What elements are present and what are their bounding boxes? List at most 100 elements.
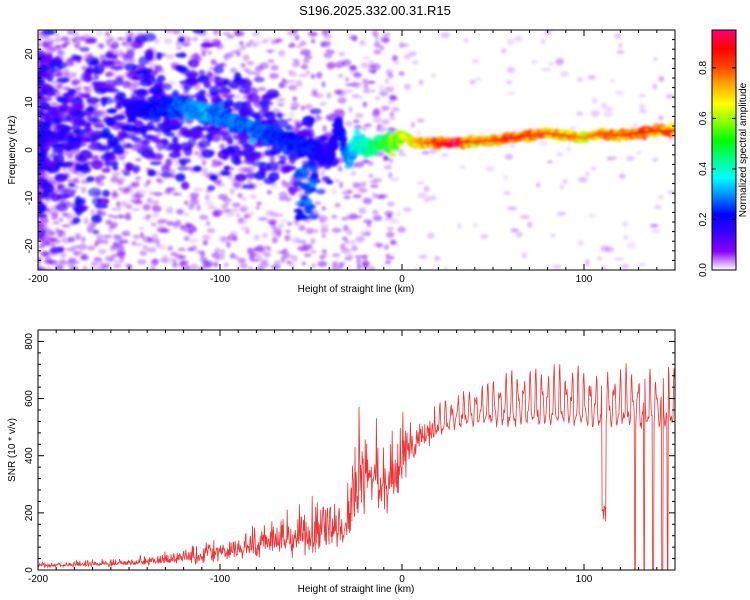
spectrogram-cell (382, 32, 391, 37)
spectrogram-cell (120, 239, 129, 244)
spectrogram-cell (520, 215, 530, 219)
spectrogram-cell (179, 67, 190, 74)
spectrogram-cell (58, 259, 68, 266)
spectrogram-cell (201, 51, 207, 57)
spectrogram-cell (166, 221, 176, 226)
spectrogram-cell (323, 52, 333, 59)
spectrogram-cell (97, 248, 107, 255)
spectrogram-cell (270, 64, 279, 71)
spectrogram-cell (427, 232, 435, 239)
spectrogram-cell (412, 267, 421, 270)
spectrogram-cell (66, 57, 74, 63)
spectrogram-cell (207, 228, 216, 234)
spectrogram-cell (49, 246, 64, 254)
spectrogram-cell (112, 165, 119, 171)
spectrogram-cell (321, 81, 326, 88)
spectrogram-cell (97, 43, 104, 49)
spectrogram-cell (127, 185, 132, 191)
spectrogram-blobs (38, 30, 675, 270)
spectrogram-cell (463, 38, 468, 43)
spectrogram-frame (37, 29, 676, 271)
spectrogram-cell (506, 39, 515, 45)
spectrogram-cell (218, 235, 226, 242)
spectrogram-cell (222, 94, 235, 99)
spectrogram-cell (500, 48, 507, 54)
spectrogram-cell (222, 208, 229, 213)
spectrogram-cell (138, 226, 145, 230)
spectrogram-cell (55, 33, 60, 38)
spectrogram-cell (345, 120, 353, 127)
spectrogram-cell (163, 37, 173, 45)
spectrogram-cell (231, 202, 241, 208)
spectrogram-cell (38, 43, 43, 47)
spectrogram-cell (257, 254, 263, 261)
spectrogram-cell (295, 44, 302, 49)
spectrogram-cell (303, 253, 312, 258)
spectrogram-cell (389, 239, 397, 245)
spectrogram-cell (310, 73, 316, 79)
spectrogram-cell (278, 82, 288, 89)
spectrogram-cell (235, 213, 240, 217)
spectrogram-cell (149, 265, 158, 270)
spectrogram-cell (619, 173, 626, 179)
spectrogram-cell (111, 254, 118, 258)
spectrogram-cell (343, 196, 352, 199)
spectrogram-cell (104, 255, 114, 262)
spectrogram-cell (355, 236, 366, 243)
snr-frame (37, 329, 676, 571)
spectrogram-cell (381, 119, 390, 125)
spectrogram-cell (105, 219, 112, 225)
spectrogram-cell (336, 109, 342, 114)
spectrogram-cell (300, 131, 312, 137)
spectrogram-cell (287, 186, 299, 193)
spectrogram-cell (434, 255, 441, 262)
spectrogram-cell (175, 52, 187, 58)
spectrogram-cell (92, 229, 100, 235)
spectrogram-cell (186, 69, 198, 79)
spectrogram-cell (38, 199, 44, 209)
spectrogram-cell (71, 142, 86, 147)
spectrogram-cell (225, 211, 235, 217)
spectrogram-cell (193, 165, 202, 172)
spectrogram-cell (214, 247, 220, 254)
spectrogram-cell (338, 119, 344, 128)
spectrogram-cell (105, 31, 111, 37)
spectrogram-cell (192, 36, 199, 42)
spectrogram-cell (183, 40, 191, 47)
spectrogram-cell (38, 213, 48, 218)
spectrogram-cell (188, 58, 200, 68)
spectrogram-cell (316, 71, 323, 79)
spectrogram-cell (210, 133, 221, 143)
spectrogram-y-ticks: -20 -10 0 10 20 (24, 29, 675, 271)
spectrogram-cell (402, 207, 412, 212)
spectrogram-cell (146, 179, 152, 185)
spectrogram-cell (506, 66, 515, 74)
spectrogram-cell (361, 262, 369, 267)
spectrogram-cell (187, 137, 197, 148)
spectrogram-cell (131, 81, 142, 88)
spectrogram-cell (360, 62, 369, 69)
spectrogram-cell (162, 254, 168, 261)
spectrogram-cell (527, 221, 532, 228)
spectrogram-cell (386, 226, 394, 231)
spectrogram-cell (391, 96, 399, 101)
spectrogram-cell (584, 259, 591, 267)
spectrogram-cell (417, 192, 428, 199)
spectrogram-cell (473, 222, 478, 228)
spectrogram-cell (289, 107, 297, 111)
spectrogram-cell (260, 259, 269, 264)
spectrogram-cell (351, 94, 360, 99)
spectrogram-cell (165, 158, 173, 167)
spectrogram-cell (632, 122, 638, 128)
spectrogram-cell (101, 60, 114, 67)
spectrogram-cell (175, 219, 182, 227)
spectrogram-cell (308, 164, 318, 173)
spectrogram-cell (300, 64, 309, 70)
spectrogram-cell (548, 61, 555, 67)
spectrogram-cell (93, 64, 105, 75)
spectrogram-cell (185, 124, 193, 129)
spectrogram-cell (173, 191, 178, 196)
spectrogram-cell (349, 34, 358, 41)
spectrogram-cell (134, 127, 143, 132)
spectrogram-cell (212, 30, 220, 36)
